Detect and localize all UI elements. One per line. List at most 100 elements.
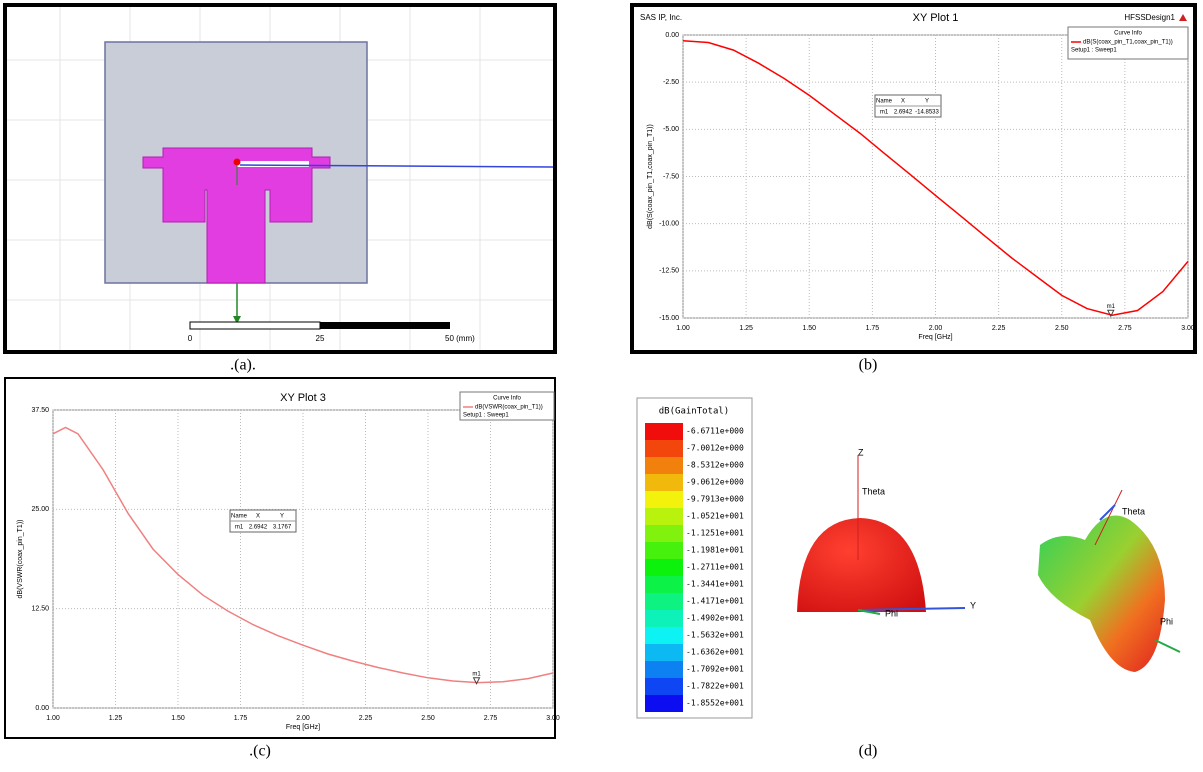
y-tick-label: -15.00 — [659, 315, 679, 322]
x-tick-label: 3.00 — [1181, 325, 1195, 332]
scale-label: -9.0612e+000 — [686, 478, 744, 487]
table-cell: m1 — [235, 525, 244, 531]
chart-title: XY Plot 3 — [280, 392, 326, 404]
axis-label: Theta — [862, 486, 885, 496]
caption: (d) — [859, 743, 878, 760]
scale-label: -1.7092e+001 — [686, 665, 744, 674]
scale-label: -1.0521e+001 — [686, 512, 744, 521]
scale-bar — [320, 322, 450, 329]
scale-band — [645, 508, 683, 525]
scale-label: 25 — [316, 334, 325, 343]
legend-title: Curve Info — [1114, 31, 1142, 37]
table-header: Name — [231, 514, 248, 520]
scale-label: -1.5632e+001 — [686, 631, 744, 640]
x-tick-label: 3.00 — [546, 715, 560, 722]
panel-a: 0 25 50 (mm) — [5, 5, 555, 352]
table-cell: 2.6942 — [894, 110, 913, 116]
scale-label: -8.5312e+000 — [686, 461, 744, 470]
x-tick-label: 1.50 — [171, 715, 185, 722]
x-axis-label: Freq [GHz] — [286, 724, 320, 731]
y-tick-label: -12.50 — [659, 268, 679, 275]
x-tick-label: 2.25 — [359, 715, 373, 722]
caption: (b) — [859, 357, 878, 374]
y-axis-label: dB(S(coax_pin_T1,coax_pin_T1)) — [647, 124, 654, 229]
caption: .(a). — [230, 357, 256, 374]
pattern-3d — [1038, 516, 1165, 673]
scale-label: -6.6711e+000 — [686, 427, 744, 436]
y-axis-label: dB(VSWR(coax_pin_T1)) — [17, 520, 24, 599]
scale-band — [645, 525, 683, 542]
legend-entry: dB(S(coax_pin_T1,coax_pin_T1)) — [1083, 40, 1173, 46]
scale-band — [645, 440, 683, 457]
feed-point — [234, 159, 241, 166]
legend-title: Curve Info — [493, 396, 521, 402]
scale-band — [645, 576, 683, 593]
scale-label: 0 — [188, 334, 193, 343]
scale-bar — [190, 322, 320, 329]
axis-label: Phi — [1160, 616, 1173, 626]
table-cell: 2.6942 — [249, 525, 268, 531]
marker-label: m1 — [1107, 304, 1116, 310]
plot-area — [53, 410, 553, 708]
axis-label: Z — [858, 447, 864, 457]
x-tick-label: 2.25 — [992, 325, 1006, 332]
table-header: Y — [925, 99, 929, 105]
scale-band — [645, 491, 683, 508]
scale-band — [645, 661, 683, 678]
scale-band — [645, 423, 683, 440]
scale-label: -1.1251e+001 — [686, 529, 744, 538]
scale-label: 50 (mm) — [445, 334, 475, 343]
figure: 0 25 50 (mm) dB(GainTotal) Z Theta Y Phi… — [0, 0, 1203, 767]
y-tick-label: -7.50 — [663, 173, 679, 180]
scale-label: -1.4902e+001 — [686, 614, 744, 623]
x-tick-label: 1.00 — [46, 715, 60, 722]
x-tick-label: 1.50 — [802, 325, 816, 332]
table-cell: 3.1767 — [273, 525, 292, 531]
scale-band — [645, 627, 683, 644]
scale-label: -1.3441e+001 — [686, 580, 744, 589]
pattern-2d — [797, 518, 926, 612]
x-tick-label: 1.00 — [676, 325, 690, 332]
y-tick-label: 0.00 — [665, 32, 679, 39]
scale-band — [645, 644, 683, 661]
marker-label: m1 — [472, 671, 481, 677]
scale-label: -1.4171e+001 — [686, 597, 744, 606]
table-cell: m1 — [880, 110, 889, 116]
caption: .(c) — [249, 743, 271, 760]
axis-label: Y — [970, 600, 976, 610]
x-tick-label: 2.50 — [1055, 325, 1069, 332]
x-tick-label: 1.25 — [109, 715, 123, 722]
x-tick-label: 2.75 — [1118, 325, 1132, 332]
scale-title: dB(GainTotal) — [659, 407, 729, 417]
y-tick-label: 25.00 — [31, 506, 49, 513]
axis-label: Phi — [885, 608, 898, 618]
x-tick-label: 2.75 — [484, 715, 498, 722]
x-axis-label: Freq [GHz] — [918, 334, 952, 341]
table-header: Name — [876, 99, 893, 105]
axis — [1155, 640, 1180, 652]
scale-band — [645, 457, 683, 474]
table-header: Y — [280, 514, 284, 520]
scale-label: -7.0012e+000 — [686, 444, 744, 453]
axis-label: Theta — [1122, 506, 1145, 516]
x-tick-label: 1.25 — [739, 325, 753, 332]
y-tick-label: -10.00 — [659, 221, 679, 228]
scale-band — [645, 542, 683, 559]
x-tick-label: 2.00 — [929, 325, 943, 332]
scale-band — [645, 678, 683, 695]
scale-band — [645, 695, 683, 712]
legend-setup: Setup1 : Sweep1 — [463, 413, 509, 419]
scale-label: -1.1981e+001 — [686, 546, 744, 555]
scale-band — [645, 474, 683, 491]
corner-label: SAS IP, Inc. — [640, 13, 682, 22]
scale-label: -1.8552e+001 — [686, 699, 744, 708]
legend-entry: dB(VSWR(coax_pin_T1)) — [475, 405, 543, 411]
chart-title: XY Plot 1 — [913, 12, 959, 24]
table-header: X — [256, 514, 260, 520]
scale-label: -9.7913e+000 — [686, 495, 744, 504]
scale-band — [645, 593, 683, 610]
x-tick-label: 2.00 — [296, 715, 310, 722]
y-tick-label: -2.50 — [663, 79, 679, 86]
x-tick-label: 1.75 — [234, 715, 248, 722]
legend-setup: Setup1 : Sweep1 — [1071, 48, 1117, 54]
